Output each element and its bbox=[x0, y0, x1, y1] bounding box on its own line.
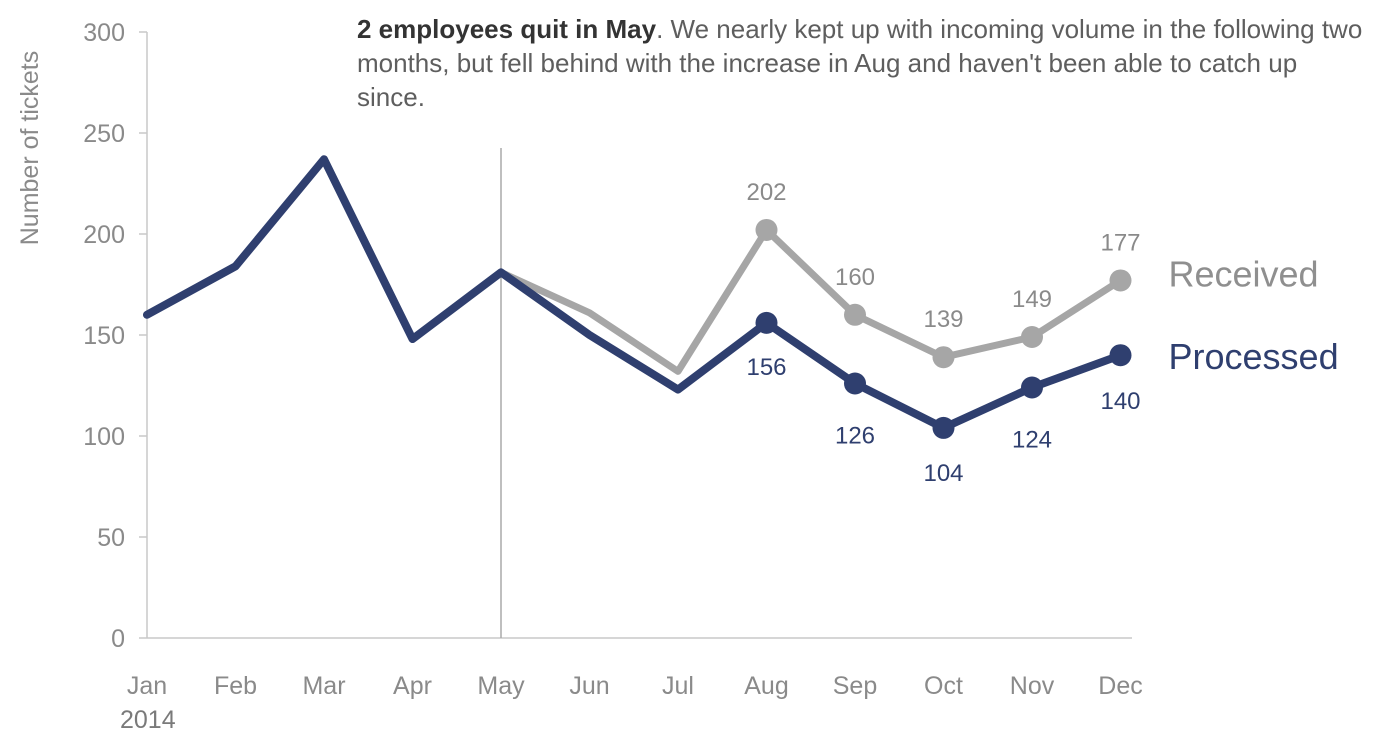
axes: 0 50 100 150 200 250 300 Jan Feb Mar Apr May Jun Jul… bbox=[83, 19, 1142, 700]
point-received-sep bbox=[844, 303, 866, 326]
x-tick-label-sep: Sep bbox=[833, 672, 877, 700]
point-processed-aug bbox=[755, 311, 778, 334]
x-tick-label-apr: Apr bbox=[393, 672, 432, 700]
series-layer: 202 160 139 149 177 Received 156 126 104 124 140 Pr… bbox=[143, 155, 1339, 487]
year-label: 2014 bbox=[120, 706, 176, 734]
series-received: 202 160 139 149 177 Received bbox=[143, 155, 1319, 375]
x-ticks: Jan Feb Mar Apr May Jun Jul Aug Sep Oct Nov Dec bbox=[127, 672, 1143, 700]
series-name-processed: Processed bbox=[1169, 336, 1339, 377]
y-tick-label-0: 0 bbox=[111, 625, 125, 653]
point-received-nov bbox=[1021, 326, 1043, 349]
x-tick-label-nov: Nov bbox=[1010, 672, 1055, 700]
y-tick-label-150: 150 bbox=[83, 322, 125, 350]
x-tick-label-oct: Oct bbox=[924, 672, 963, 700]
y-tick-label-300: 300 bbox=[83, 19, 125, 47]
point-processed-dec bbox=[1109, 344, 1132, 367]
annotation-lead: 2 employees quit in May bbox=[357, 14, 657, 44]
point-processed-nov bbox=[1021, 376, 1043, 399]
data-label-processed-oct: 104 bbox=[923, 460, 963, 487]
x-tick-label-dec: Dec bbox=[1098, 672, 1142, 700]
annotation: 2 employees quit in May. We nearly kept … bbox=[357, 12, 1369, 114]
data-label-processed-sep: 126 bbox=[835, 422, 875, 449]
data-label-processed-aug: 156 bbox=[746, 354, 786, 381]
y-tick-label-250: 250 bbox=[83, 120, 125, 148]
data-label-received-oct: 139 bbox=[923, 306, 963, 333]
point-processed-sep bbox=[844, 372, 866, 395]
data-label-received-dec: 177 bbox=[1100, 229, 1140, 256]
y-axis-title: Number of tickets bbox=[16, 51, 44, 246]
data-label-received-aug: 202 bbox=[746, 179, 786, 206]
point-processed-oct bbox=[932, 416, 955, 439]
y-tick-label-50: 50 bbox=[97, 524, 125, 552]
point-received-oct bbox=[932, 346, 955, 369]
data-label-processed-nov: 124 bbox=[1012, 427, 1052, 454]
x-tick-label-aug: Aug bbox=[744, 672, 788, 700]
point-received-aug bbox=[755, 218, 778, 241]
x-tick-label-mar: Mar bbox=[302, 672, 345, 700]
y-ticks: 0 50 100 150 200 250 300 bbox=[83, 19, 147, 653]
annotation-text: . We nearly kept up with incoming volume… bbox=[357, 14, 1363, 112]
x-tick-label-jun: Jun bbox=[569, 672, 609, 700]
x-tick-label-jan: Jan bbox=[127, 672, 167, 700]
data-label-received-nov: 149 bbox=[1012, 286, 1052, 313]
series-line-processed bbox=[143, 155, 1125, 432]
x-tick-label-jul: Jul bbox=[662, 672, 694, 700]
series-name-received: Received bbox=[1169, 253, 1319, 294]
y-tick-label-200: 200 bbox=[83, 221, 125, 249]
x-tick-label-feb: Feb bbox=[214, 672, 257, 700]
y-tick-label-100: 100 bbox=[83, 423, 125, 451]
series-processed: 156 126 104 124 140 Processed bbox=[143, 155, 1339, 487]
data-label-processed-dec: 140 bbox=[1100, 388, 1140, 415]
point-received-dec bbox=[1109, 269, 1132, 292]
x-tick-label-may: May bbox=[477, 672, 525, 700]
data-label-received-sep: 160 bbox=[835, 264, 875, 291]
